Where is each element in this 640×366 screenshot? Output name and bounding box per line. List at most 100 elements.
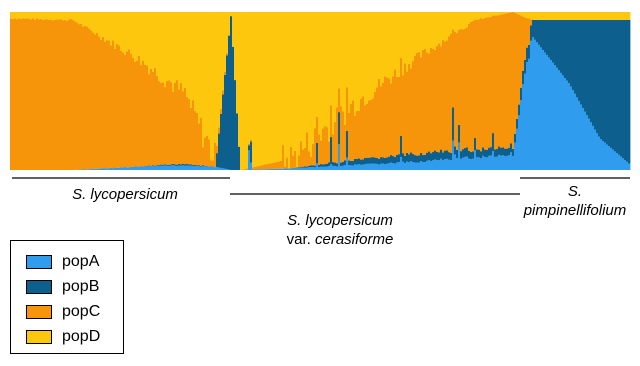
bar-segment-popC bbox=[362, 96, 365, 160]
bar-segment-popA bbox=[584, 111, 587, 170]
bar-segment-popA bbox=[628, 163, 631, 170]
bar-segment-popD bbox=[240, 12, 243, 170]
bar-segment-popB bbox=[216, 153, 219, 168]
bar-segment-popC bbox=[374, 91, 377, 158]
bar-segment-popC bbox=[220, 108, 223, 114]
bar-segment-popA bbox=[92, 168, 95, 170]
bar-segment-popD bbox=[320, 12, 323, 141]
bar-segment-popA bbox=[156, 165, 159, 170]
bar-segment-popD bbox=[144, 12, 147, 65]
bar-segment-popC bbox=[84, 25, 87, 170]
bar-segment-popC bbox=[248, 143, 251, 146]
bar-segment-popA bbox=[112, 168, 115, 170]
bar-segment-popD bbox=[598, 12, 601, 20]
bar-segment-popC bbox=[122, 52, 125, 168]
bar-segment-popD bbox=[278, 12, 281, 162]
legend-swatch-popB bbox=[26, 279, 52, 294]
bar-segment-popA bbox=[482, 155, 485, 170]
bar-segment-popA bbox=[474, 150, 477, 170]
bar-segment-popB bbox=[442, 152, 445, 161]
bar-segment-popB bbox=[546, 19, 549, 56]
bar-segment-popA bbox=[82, 169, 85, 170]
bar-segment-popD bbox=[386, 12, 389, 78]
bar-segment-popA bbox=[326, 166, 329, 170]
bar-segment-popB bbox=[468, 150, 471, 159]
bar-segment-popA bbox=[316, 163, 319, 170]
bar-segment-popD bbox=[492, 12, 495, 16]
bar-segment-popC bbox=[274, 162, 277, 169]
bar-segment-popB bbox=[234, 80, 237, 170]
bar-segment-popC bbox=[490, 16, 493, 148]
bar-segment-popD bbox=[108, 12, 111, 41]
bar-segment-popA bbox=[438, 160, 441, 170]
bar-segment-popB bbox=[176, 164, 179, 166]
bar-segment-popB bbox=[536, 19, 539, 43]
bar-segment-popD bbox=[22, 12, 25, 19]
bar-segment-popA bbox=[84, 169, 87, 170]
bar-segment-popA bbox=[258, 169, 261, 170]
bar-segment-popD bbox=[502, 12, 505, 15]
bar-segment-popA bbox=[608, 146, 611, 170]
bar-segment-popB bbox=[566, 19, 569, 81]
bar-segment-popC bbox=[308, 151, 311, 166]
bar-segment-popD bbox=[572, 12, 575, 20]
bar-segment-popA bbox=[104, 168, 107, 170]
bar-segment-popB bbox=[366, 157, 369, 164]
bar-segment-popC bbox=[54, 19, 57, 171]
bar-segment-popC bbox=[530, 19, 533, 26]
membership-bars bbox=[10, 12, 631, 171]
bar-segment-popC bbox=[376, 87, 379, 158]
bar-segment-popA bbox=[516, 128, 519, 170]
bar-segment-popC bbox=[460, 28, 463, 152]
bar-segment-popC bbox=[414, 55, 417, 156]
bar-segment-popD bbox=[78, 12, 81, 25]
bar-segment-popD bbox=[338, 12, 341, 89]
bar-segment-popD bbox=[516, 12, 519, 14]
bar-segment-popD bbox=[214, 12, 217, 143]
bar-segment-popC bbox=[334, 121, 337, 163]
bar-segment-popA bbox=[114, 167, 117, 170]
group-label-cerasiforme: S. lycopersicum var. cerasiforme bbox=[286, 212, 394, 248]
bar-segment-popC bbox=[456, 33, 459, 150]
bar-segment-popA bbox=[166, 165, 169, 170]
bar-segment-popC bbox=[244, 168, 247, 170]
bar-segment-popD bbox=[626, 12, 629, 20]
bar-segment-popA bbox=[408, 162, 411, 170]
bar-segment-popA bbox=[564, 78, 567, 170]
bar-segment-popB bbox=[474, 138, 477, 151]
bar-segment-popC bbox=[310, 157, 313, 166]
bar-segment-popD bbox=[480, 12, 483, 19]
bar-segment-popB bbox=[400, 135, 403, 157]
bar-segment-popD bbox=[300, 12, 303, 142]
bar-segment-popD bbox=[396, 12, 399, 77]
bar-segment-popB bbox=[500, 147, 503, 156]
bar-segment-popD bbox=[372, 12, 375, 99]
bar-segment-popD bbox=[182, 12, 185, 92]
bar-segment-popA bbox=[486, 157, 489, 170]
bar-segment-popC bbox=[12, 19, 15, 170]
bar-segment-popD bbox=[290, 12, 293, 148]
bar-segment-popC bbox=[340, 106, 343, 163]
bar-segment-popA bbox=[360, 164, 363, 170]
bar-segment-popB bbox=[314, 165, 317, 168]
bar-segment-popD bbox=[170, 12, 173, 83]
bar-segment-popD bbox=[270, 12, 273, 164]
bar-segment-popA bbox=[548, 57, 551, 170]
bar-segment-popA bbox=[546, 55, 549, 170]
bar-segment-popB bbox=[512, 148, 515, 156]
bar-segment-popC bbox=[480, 18, 483, 152]
bar-segment-popB bbox=[530, 25, 533, 41]
bar-segment-popB bbox=[202, 164, 205, 166]
bar-segment-popC bbox=[400, 57, 403, 136]
bar-segment-popC bbox=[470, 21, 473, 152]
bar-segment-popD bbox=[330, 12, 333, 106]
bar-segment-popB bbox=[562, 19, 565, 76]
bar-segment-popA bbox=[502, 155, 505, 170]
bar-segment-popD bbox=[254, 12, 257, 167]
bar-segment-popB bbox=[312, 165, 315, 168]
bar-segment-popA bbox=[524, 73, 527, 170]
bar-segment-popA bbox=[542, 49, 545, 171]
bar-segment-popA bbox=[532, 37, 535, 170]
bar-segment-popA bbox=[220, 167, 223, 170]
bar-segment-popA bbox=[292, 168, 295, 170]
